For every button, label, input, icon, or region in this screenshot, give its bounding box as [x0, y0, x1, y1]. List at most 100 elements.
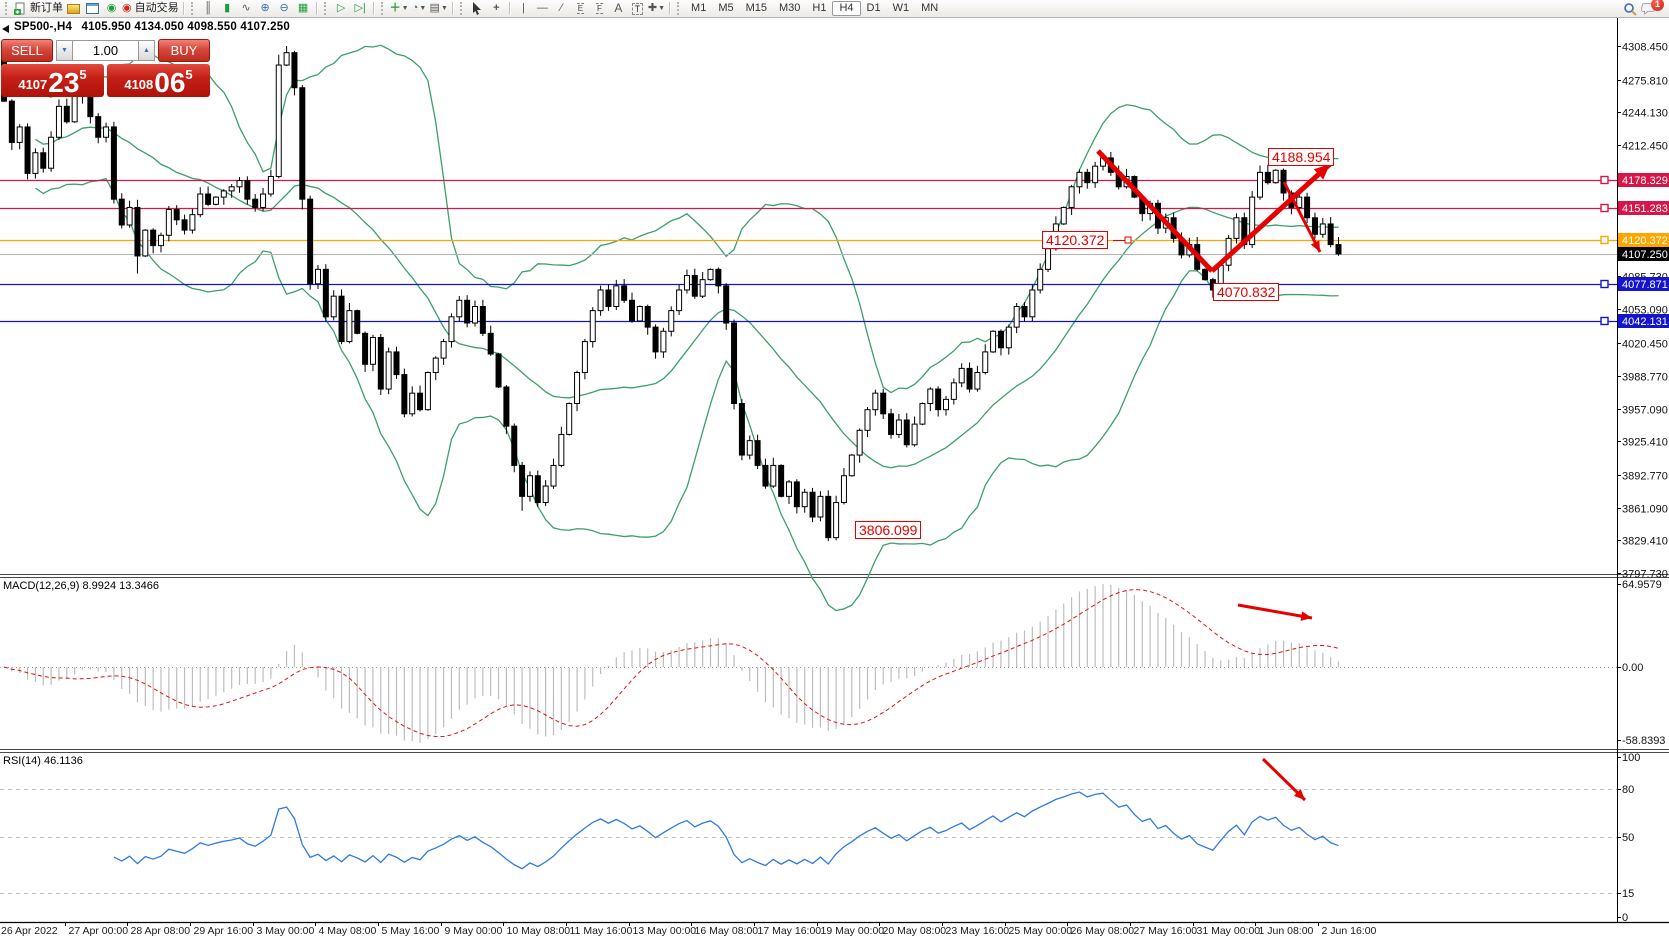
horizontal-line-tool[interactable]: — [536, 2, 548, 14]
svg-text:28 Apr 08:00: 28 Apr 08:00 [131, 925, 191, 937]
price-annotation-flag[interactable]: 3806.099 [855, 521, 922, 539]
svg-text:4244.130: 4244.130 [1622, 108, 1668, 120]
svg-text:4020.450: 4020.450 [1622, 339, 1668, 351]
svg-text:25 May 00:00: 25 May 00:00 [1009, 925, 1073, 937]
auto-trading-icon: ◉ [122, 2, 132, 14]
fibonacci-tool[interactable]: F [595, 3, 603, 14]
price-annotation-flag[interactable]: 4070.832 [1213, 283, 1280, 301]
sell-price-tile[interactable]: 4107 23 5 [1, 64, 104, 97]
symbol-name: SP500-,H4 [14, 21, 73, 33]
equidistant-channel-tool[interactable]: E [576, 3, 585, 14]
templates-button[interactable]: ▤ ▼ [429, 2, 448, 14]
sell-price-sup: 5 [79, 67, 87, 82]
svg-text:17 May 16:00: 17 May 16:00 [758, 925, 822, 937]
periods-button[interactable]: ◔ ▼ [411, 2, 427, 14]
line-chart-icon[interactable]: ∿ [241, 2, 251, 14]
vertical-line-tool[interactable]: | [521, 2, 525, 14]
bar-chart-icon[interactable]: ║ [204, 2, 212, 14]
chat-button[interactable]: 1 [1640, 0, 1664, 16]
rsi-indicator: 100 80 50 15 0 [0, 752, 1640, 924]
price-annotation-flag[interactable]: 4120.372 [1042, 231, 1109, 249]
svg-text:11 May 16:00: 11 May 16:00 [570, 925, 633, 937]
timeframe-mn[interactable]: MN [921, 2, 939, 14]
signals-icon[interactable]: ◉ [106, 2, 117, 14]
timeframe-m5[interactable]: M5 [718, 2, 734, 14]
buy-price-sup: 5 [185, 67, 193, 82]
zoom-in-icon[interactable]: ⊕ [260, 2, 270, 14]
trendline-tool[interactable]: ∕ [560, 2, 563, 14]
rsi-label: RSI(14) 46.1136 [3, 755, 83, 767]
symbol-ohlc-values: 4105.950 4134.050 4098.550 4107.250 [81, 21, 290, 33]
deposit-icon[interactable] [65, 1, 82, 16]
zoom-out-icon[interactable]: ⊖ [279, 2, 289, 14]
search-button[interactable] [1621, 1, 1638, 16]
cursor-tool[interactable] [469, 1, 486, 16]
text-label-tool[interactable]: T [629, 1, 646, 16]
svg-text:3829.410: 3829.410 [1622, 536, 1668, 548]
buy-price-tile[interactable]: 4108 06 5 [107, 64, 210, 97]
svg-text:4120.372: 4120.372 [1622, 235, 1668, 247]
svg-text:4107.250: 4107.250 [1622, 249, 1668, 261]
timeframe-m1[interactable]: M1 [691, 2, 707, 14]
svg-text:31 May 00:00: 31 May 00:00 [1197, 925, 1261, 937]
buy-price-big: 06 [154, 67, 186, 98]
svg-text:4077.871: 4077.871 [1622, 279, 1668, 291]
auto-scroll-icon[interactable]: ▷ [336, 2, 346, 14]
candlestick-chart-icon[interactable]: ▮ [224, 2, 231, 14]
chart-shift-icon[interactable]: ▷| [354, 2, 366, 14]
indicators-button[interactable]: ＋ ▼ [389, 2, 409, 14]
tile-windows-icon[interactable]: ▦ [297, 2, 309, 14]
timeframe-h1[interactable]: H1 [812, 2, 827, 14]
buy-price-prefix: 4108 [124, 77, 154, 92]
svg-text:3988.770: 3988.770 [1622, 372, 1668, 384]
trend-arrows[interactable] [1096, 149, 1332, 802]
volume-value[interactable]: 1.00 [73, 40, 138, 61]
svg-text:3861.090: 3861.090 [1622, 504, 1668, 516]
svg-text:13 May 00:00: 13 May 00:00 [633, 925, 697, 937]
volume-stepper: ▼ 1.00 ▲ [56, 40, 155, 61]
svg-text:4 May 08:00: 4 May 08:00 [319, 925, 377, 937]
macd-label: MACD(12,26,9) 8.9924 13.3466 [3, 580, 159, 592]
timeframe-group: M1 M5 M15 M30 H1 H4 D1 W1 MN [685, 0, 944, 17]
new-order-label: 新订单 [30, 2, 63, 14]
symbol-info-line: SP500-,H4 4105.950 4134.050 4098.550 410… [14, 21, 290, 33]
svg-text:23 May 16:00: 23 May 16:00 [946, 925, 1010, 937]
volume-increase-button[interactable]: ▲ [138, 40, 155, 61]
svg-text:64.9579: 64.9579 [1622, 579, 1662, 591]
timeframe-w1[interactable]: W1 [892, 2, 910, 14]
market-watch-icon[interactable] [84, 1, 101, 16]
horizontal-lines[interactable] [0, 179, 1617, 323]
svg-text:5 May 16:00: 5 May 16:00 [382, 925, 440, 937]
cursor-icon [473, 2, 482, 15]
volume-decrease-button[interactable]: ▼ [56, 40, 73, 61]
buy-button[interactable]: BUY [158, 39, 210, 62]
svg-text:50: 50 [1622, 832, 1634, 844]
price-axis[interactable]: 4308.4504275.8104244.1304212.4504180.770… [1600, 42, 1669, 581]
arrows-tool[interactable]: ✚ ▼ [647, 2, 666, 14]
notification-badge: 1 [1651, 0, 1664, 11]
svg-text:3925.410: 3925.410 [1622, 437, 1668, 449]
auto-trading-button[interactable]: ◉ 自动交易 [122, 1, 179, 16]
price-annotation-flag[interactable]: 4188.954 [1268, 148, 1335, 166]
timeframe-m30[interactable]: M30 [779, 2, 801, 14]
crosshair-tool[interactable]: + [493, 2, 500, 14]
svg-text:3957.090: 3957.090 [1622, 405, 1668, 417]
svg-text:26 May 08:00: 26 May 08:00 [1071, 925, 1135, 937]
toolbar-drag-handle[interactable] [5, 2, 10, 15]
svg-text:4042.131: 4042.131 [1622, 316, 1668, 328]
text-tool[interactable]: A [614, 1, 623, 15]
timeframe-d1[interactable]: D1 [866, 2, 881, 14]
svg-text:9 May 00:00: 9 May 00:00 [445, 925, 503, 937]
new-order-button[interactable]: 新订单 [14, 1, 63, 16]
svg-text:4308.450: 4308.450 [1622, 42, 1668, 54]
sell-button[interactable]: SELL [1, 39, 53, 62]
timeframe-m15[interactable]: M15 [745, 2, 768, 14]
sell-price-prefix: 4107 [18, 77, 48, 92]
chart-collapse-arrow-icon[interactable] [2, 25, 9, 33]
svg-text:4275.810: 4275.810 [1622, 76, 1668, 88]
timeframe-h4[interactable]: H4 [832, 1, 861, 16]
pane-frame [0, 17, 1669, 939]
time-axis[interactable]: 26 Apr 2022 27 Apr 00:00 28 Apr 08:00 29 Ap… [1, 922, 1377, 937]
